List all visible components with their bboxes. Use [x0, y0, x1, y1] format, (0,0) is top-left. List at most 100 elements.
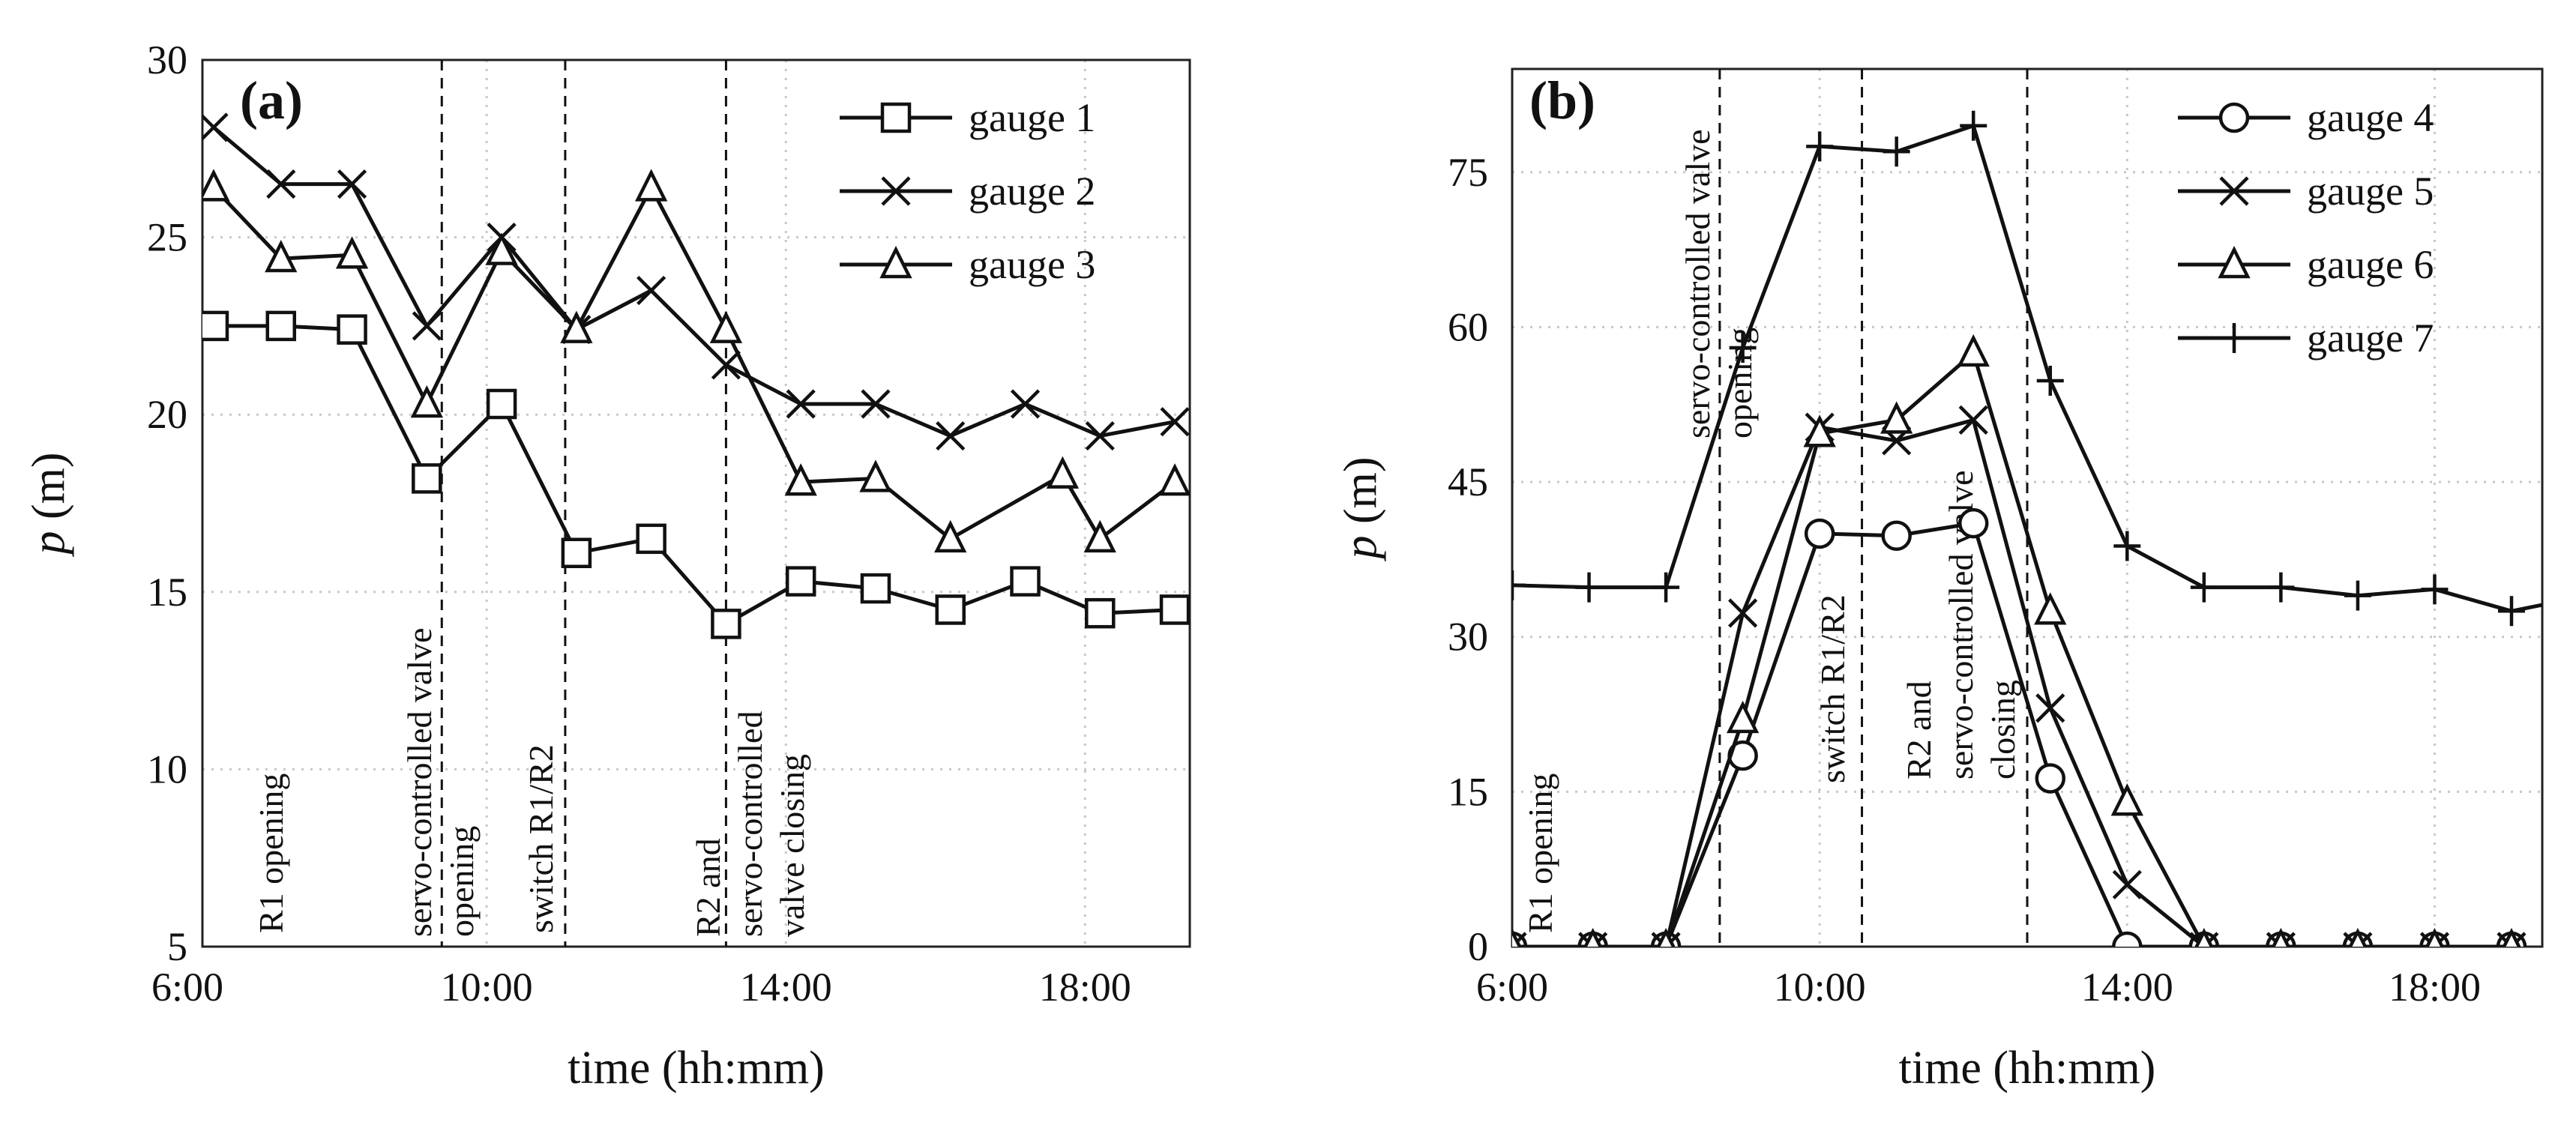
- event-label: R2 and: [689, 838, 727, 937]
- data-point: [1010, 389, 1041, 419]
- data-point: [709, 310, 743, 343]
- y-tick-label: 30: [1448, 615, 1488, 660]
- event-label: R1 opening: [1521, 773, 1559, 933]
- x-axis-title: time (hh:mm): [1899, 1043, 2156, 1094]
- legend-marker: [2219, 176, 2249, 206]
- data-point: [936, 421, 966, 451]
- data-point: [2036, 366, 2064, 396]
- panel-label: (b): [1529, 70, 1595, 130]
- y-tick-label: 15: [1448, 769, 1488, 814]
- data-point: [1729, 332, 1757, 363]
- event-label: servo-controlled: [731, 711, 769, 937]
- data-point: [266, 169, 296, 199]
- data-point: [1583, 927, 1603, 947]
- data-point: [636, 523, 666, 555]
- series-group: [202, 112, 1190, 639]
- data-point: [1652, 572, 1680, 603]
- legend-label: gauge 3: [969, 242, 1095, 287]
- data-point: [410, 384, 443, 418]
- data-point: [637, 275, 666, 306]
- data-point: [2112, 931, 2143, 947]
- legend-marker: [881, 176, 911, 206]
- data-point: [2189, 932, 2219, 947]
- y-tick-label: 25: [147, 215, 187, 260]
- data-point: [1957, 334, 1990, 367]
- legend-label: gauge 2: [969, 169, 1095, 214]
- legend-label: gauge 5: [2307, 169, 2434, 214]
- data-point: [560, 310, 593, 343]
- data-point: [861, 389, 891, 419]
- data-point: [1803, 414, 1836, 447]
- plot-frame: [201, 58, 1191, 948]
- data-point: [935, 594, 966, 625]
- y-axis-title-unit: (m): [1335, 456, 1386, 535]
- data-point: [2348, 927, 2368, 947]
- data-point: [934, 519, 967, 553]
- data-point: [711, 350, 741, 380]
- series-group: [1512, 110, 2542, 947]
- legend-marker: [880, 102, 912, 133]
- data-point: [2266, 932, 2296, 947]
- series-line-gauge-6: [1512, 351, 2512, 947]
- data-point: [335, 236, 369, 269]
- data-point: [561, 537, 592, 568]
- y-axis-title: p (m): [23, 452, 74, 557]
- event-label: servo-controlled valve: [400, 627, 439, 937]
- data-point: [2035, 693, 2065, 723]
- series-line-gauge-3: [212, 185, 1176, 541]
- data-point: [1085, 597, 1116, 629]
- y-tick-label: 75: [1448, 150, 1488, 195]
- data-point: [2194, 927, 2214, 947]
- x-tick-label: 14:00: [740, 965, 832, 1010]
- legend-label: gauge 6: [2307, 242, 2434, 287]
- data-point: [2343, 932, 2373, 947]
- legend-label: gauge 4: [2307, 95, 2434, 140]
- y-axis-title-unit: (m): [23, 452, 74, 531]
- panel-label: (a): [240, 70, 303, 130]
- data-point: [1656, 927, 1676, 947]
- data-point: [1958, 405, 1988, 435]
- data-point: [1960, 110, 1987, 141]
- event-label: servo-controlled valve: [1679, 129, 1717, 438]
- data-point: [1726, 700, 1760, 734]
- data-point: [1512, 570, 1526, 600]
- chart-panel-2: 0 15 30 45 60 75 6:00 10:00 14:00 18:00 time (hh:m…: [1335, 67, 2544, 1094]
- data-point: [1881, 520, 1912, 551]
- data-point: [486, 388, 517, 420]
- x-tick-label: 18:00: [2389, 965, 2481, 1010]
- data-point: [2344, 580, 2371, 611]
- event-label: R1 opening: [252, 773, 290, 933]
- data-point: [1883, 136, 1910, 167]
- data-point: [711, 609, 741, 639]
- y-tick-label: 0: [1468, 924, 1488, 969]
- event-label: opening: [1721, 328, 1759, 438]
- data-point: [2419, 932, 2450, 947]
- data-point: [485, 232, 518, 265]
- event-label: opening: [442, 826, 481, 937]
- data-point: [2497, 932, 2527, 947]
- y-axis-title-symbol: p: [1335, 536, 1386, 562]
- y-tick-label: 20: [147, 392, 187, 437]
- data-point: [265, 310, 297, 342]
- data-point: [412, 311, 442, 341]
- y-tick-label: 60: [1448, 304, 1488, 349]
- data-point: [202, 169, 230, 202]
- data-point: [2425, 927, 2444, 947]
- y-tick-label: 45: [1448, 459, 1488, 504]
- event-label: closing: [1984, 680, 2022, 779]
- data-point: [337, 169, 367, 199]
- data-point: [1651, 932, 1681, 947]
- x-tick-label: 10:00: [1774, 965, 1866, 1010]
- y-tick-label: 10: [147, 747, 187, 791]
- data-point: [2497, 596, 2525, 627]
- legend-marker: [2218, 245, 2251, 279]
- data-point: [1728, 598, 1758, 628]
- data-point: [859, 459, 892, 492]
- series-line-gauge-5: [1512, 417, 2512, 947]
- event-label: switch R1/R2: [522, 744, 560, 933]
- x-tick-label: 18:00: [1039, 965, 1131, 1010]
- x-tick-label: 14:00: [2081, 965, 2173, 1010]
- data-point: [786, 389, 816, 419]
- data-point: [265, 239, 298, 273]
- legend-marker: [879, 245, 912, 279]
